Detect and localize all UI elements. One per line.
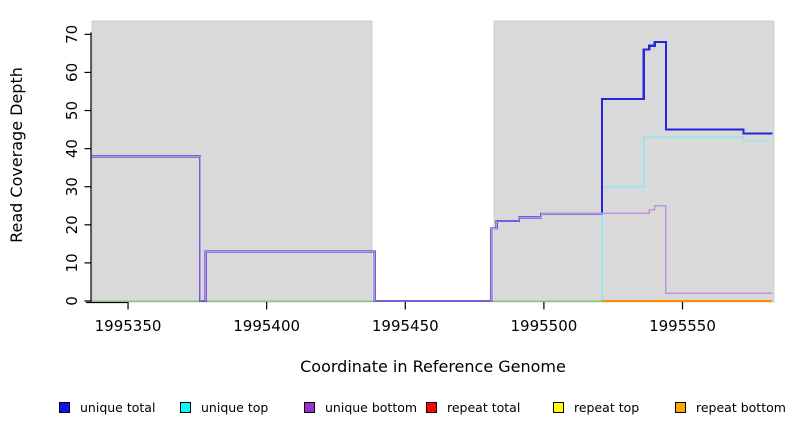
- x-tick-label: 1995500: [510, 317, 577, 335]
- plot-shaded-band: [493, 20, 775, 303]
- plot-shaded-band: [91, 20, 373, 303]
- y-tick-label: 20: [63, 215, 81, 234]
- x-tick-label: 1995550: [649, 317, 716, 335]
- y-tick-label: 30: [63, 177, 81, 196]
- y-tick-label: 50: [63, 101, 81, 120]
- y-tick-label: 70: [63, 25, 81, 44]
- series-unique-bottom: [91, 155, 772, 302]
- x-tick-label: 1995400: [233, 317, 300, 335]
- y-tick-label: 0: [63, 296, 81, 306]
- y-axis-title: Read Coverage Depth: [7, 67, 26, 243]
- x-tick-label: 1995450: [372, 317, 439, 335]
- x-axis-title: Coordinate in Reference Genome: [300, 357, 566, 376]
- y-tick-label: 40: [63, 139, 81, 158]
- y-tick-label: 10: [63, 253, 81, 272]
- x-tick-label: 1995350: [95, 317, 162, 335]
- series-unique-top: [91, 136, 772, 302]
- y-tick-label: 60: [63, 63, 81, 82]
